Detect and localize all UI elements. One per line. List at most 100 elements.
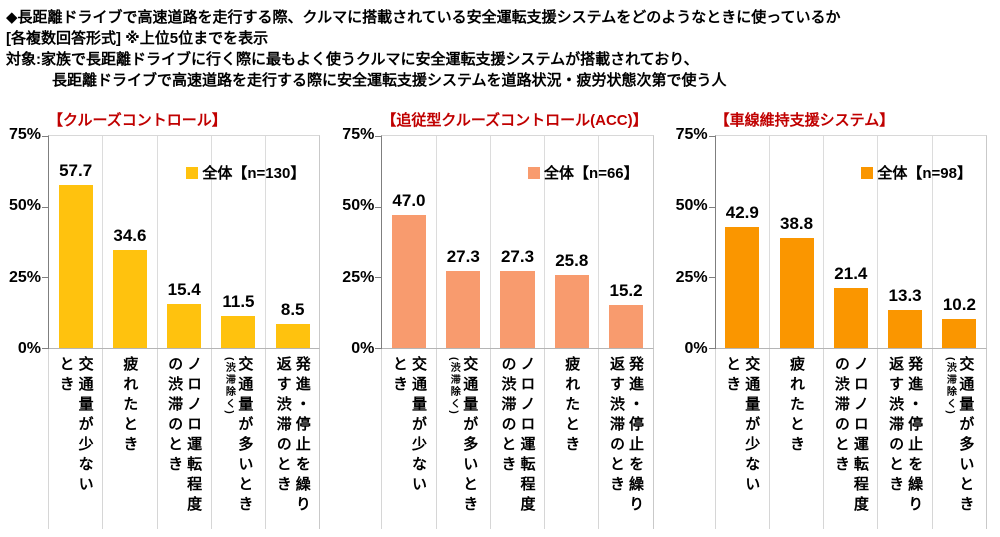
y-tick-label: 75%: [8, 126, 41, 143]
bar-columns: 57.7 34.6 15.4 11.5 8.5: [49, 136, 319, 348]
plot-area: 47.0 27.3 27.3 25.8 15.2 全体【n=66】: [375, 135, 654, 349]
y-tick-label: 0%: [684, 340, 708, 357]
bar: [221, 315, 256, 348]
y-axis-tick: [708, 348, 716, 349]
y-axis-tick: [375, 206, 383, 208]
category-label: 疲れたとき: [103, 349, 158, 529]
chart-title: 【クルーズコントロール】: [48, 112, 227, 129]
category-label: ノロノロ運転程度 の渋滞のとき: [158, 349, 212, 529]
value-label: 27.3: [446, 246, 480, 266]
value-label: 13.3: [888, 286, 922, 306]
bar-column: 47.0: [382, 136, 437, 348]
value-label: 11.5: [222, 291, 255, 311]
category-label-text: 交通量が少ない とき: [390, 356, 428, 524]
plot-row: 75% 50% 25% 0% 47.0 27.3 27.3 25.8 15.2 全体【n=66】: [333, 126, 666, 357]
bar: [833, 287, 868, 348]
plot-area: 42.9 38.8 21.4 13.3 10.2 全体【n=98】: [708, 135, 987, 349]
plot-area: 57.7 34.6 15.4 11.5 8.5 全体【n=130】: [42, 135, 321, 349]
category-axis: 交通量が少ない とき 疲れたとき ノロノロ運転程度 の渋滞のとき 交通量が多いとき (渋滞除…: [48, 349, 321, 529]
category-label-line: 疲れたとき: [788, 356, 806, 456]
category-label-line: とき: [390, 356, 408, 396]
y-tick-label: 25%: [8, 268, 41, 286]
bar: [275, 323, 310, 348]
category-label-line: の渋滞のとき: [832, 356, 850, 476]
y-axis: 75% 50% 25% 0%: [667, 126, 715, 357]
category-label-text: 発進・停止を繰り 返す渋滞のとき: [607, 356, 645, 524]
y-axis-tick: [42, 136, 49, 137]
category-label: 発進・停止を繰り 返す渋滞のとき: [599, 349, 652, 529]
y-axis-tick: [708, 136, 716, 137]
legend-swatch: [861, 167, 874, 179]
category-label-text: 交通量が少ない とき: [57, 356, 95, 524]
survey-target-line-2: 長距離ドライブで高速道路を走行する際に安全運転支援システムを道路状況・疲労状態次…: [52, 72, 727, 89]
category-label-line: とき: [57, 356, 75, 396]
category-label-text: 交通量が多いとき (渋滞除く): [943, 356, 975, 524]
category-label-line: ノロノロ運転程度: [518, 356, 536, 516]
category-label: 交通量が多いとき (渋滞除く): [437, 349, 491, 529]
survey-format-note: [各複数回答形式] ※上位5位までを表示: [6, 30, 269, 47]
value-label: 38.8: [780, 214, 814, 234]
bar-column: 13.3: [878, 136, 933, 348]
chart-title: 【追従型クルーズコントロール(ACC)】: [381, 112, 648, 129]
survey-question-title: ◆長距離ドライブで高速道路を走行する際、クルマに搭載されている安全運転支援システ…: [6, 9, 841, 26]
bar-columns: 47.0 27.3 27.3 25.8 15.2: [382, 136, 652, 348]
chart-panel-1: 【クルーズコントロール】 75% 50% 25% 0% 57.7 34.6 15.4 11.5 8…: [0, 91, 333, 529]
bar-column: 11.5: [212, 136, 267, 348]
y-axis-tick: [42, 277, 49, 279]
bar: [608, 305, 644, 348]
category-label: 疲れたとき: [770, 349, 825, 529]
value-label: 27.3: [500, 246, 535, 266]
category-label-note: (渋滞除く): [448, 357, 460, 416]
bar-column: 25.8: [545, 136, 600, 348]
category-label-line: 返す渋滞のとき: [887, 356, 905, 496]
value-label: 10.2: [942, 295, 976, 315]
category-label-line: 交通量が少ない: [743, 356, 761, 496]
y-tick-label: 25%: [675, 268, 708, 286]
legend-label: 全体【n=66】: [544, 165, 639, 182]
y-tick-label: 75%: [675, 126, 708, 143]
y-axis: 75% 50% 25% 0%: [333, 126, 381, 357]
value-label: 34.6: [113, 226, 147, 246]
y-tick-label: 50%: [342, 197, 375, 215]
legend-label: 全体【n=130】: [202, 165, 306, 182]
y-axis-tick: [42, 206, 49, 208]
category-label-note: (渋滞除く): [223, 357, 235, 416]
y-tick-label: 25%: [342, 268, 375, 286]
y-tick-label: 0%: [17, 340, 41, 357]
bar-column: 8.5: [266, 136, 319, 348]
plot-row: 75% 50% 25% 0% 57.7 34.6 15.4 11.5 8.5 全体【n=130】: [0, 126, 333, 357]
y-axis-tick: [708, 277, 716, 279]
category-label: 交通量が少ない とき: [49, 349, 104, 529]
category-label-line: 発進・停止を繰り: [906, 356, 924, 516]
category-label: 交通量が少ない とき: [716, 349, 770, 529]
category-label-line: 発進・停止を繰り: [293, 356, 311, 516]
bar-column: 42.9: [716, 136, 770, 348]
bar: [554, 275, 589, 348]
category-axis: 交通量が少ない とき 疲れたとき ノロノロ運転程度 の渋滞のとき 発進・停止を繰り 返す渋滞…: [714, 349, 987, 529]
category-label-line: の渋滞のとき: [499, 356, 517, 476]
category-label-line: の渋滞のとき: [166, 356, 184, 476]
bar: [888, 310, 923, 348]
category-label-line: 交通量が多いとき: [236, 356, 254, 516]
category-label: 疲れたとき: [545, 349, 600, 529]
category-axis: 交通量が少ない とき 交通量が多いとき (渋滞除く) ノロノロ運転程度 の渋滞のとき 疲れた…: [381, 349, 654, 529]
bar-column: 21.4: [824, 136, 879, 348]
bar: [391, 215, 426, 348]
category-label-text: ノロノロ運転程度 の渋滞のとき: [165, 356, 203, 524]
category-label-line: ノロノロ運転程度: [851, 356, 869, 516]
legend-label: 全体【n=98】: [877, 165, 972, 182]
category-label-note: (渋滞除く): [944, 357, 956, 416]
category-label: 交通量が少ない とき: [382, 349, 437, 529]
category-label: 発進・停止を繰り 返す渋滞のとき: [878, 349, 933, 529]
category-label-text: 交通量が少ない とき: [723, 356, 761, 524]
category-label-text: 疲れたとき: [120, 356, 139, 524]
y-axis-tick: [375, 277, 383, 279]
category-label-text: 交通量が多いとき (渋滞除く): [222, 356, 254, 524]
bar-column: 27.3: [437, 136, 491, 348]
y-axis-tick: [375, 348, 383, 349]
category-label-line: 返す渋滞のとき: [274, 356, 292, 496]
category-label-line: 発進・停止を繰り: [627, 356, 645, 516]
value-label: 15.4: [167, 280, 201, 300]
category-label-line: 交通量が少ない: [409, 356, 427, 496]
